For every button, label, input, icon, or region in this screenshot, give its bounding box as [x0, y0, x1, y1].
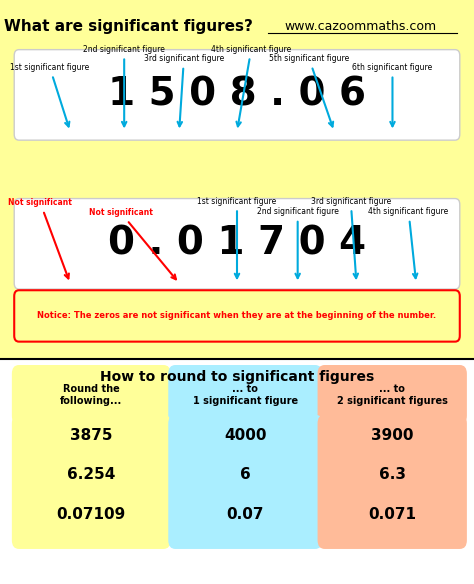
- FancyBboxPatch shape: [0, 0, 474, 359]
- Text: 1st significant figure: 1st significant figure: [197, 197, 277, 278]
- Text: 0.07: 0.07: [227, 507, 264, 522]
- Text: How to round to significant figures: How to round to significant figures: [100, 370, 374, 384]
- FancyBboxPatch shape: [14, 50, 460, 140]
- FancyBboxPatch shape: [0, 359, 474, 584]
- Text: ... to
1 significant figure: ... to 1 significant figure: [193, 384, 298, 405]
- Text: 3rd significant figure: 3rd significant figure: [310, 197, 391, 278]
- Text: Round the
following...: Round the following...: [60, 384, 122, 405]
- Text: 2nd significant figure: 2nd significant figure: [257, 207, 338, 278]
- Text: 6.254: 6.254: [67, 467, 116, 482]
- FancyBboxPatch shape: [318, 415, 467, 549]
- Text: 6th significant figure: 6th significant figure: [352, 63, 433, 126]
- Text: 3rd significant figure: 3rd significant figure: [144, 54, 224, 126]
- Text: Notice: The zeros are not significant when they are at the beginning of the numb: Notice: The zeros are not significant wh…: [37, 311, 437, 321]
- Text: 0.071: 0.071: [368, 507, 416, 522]
- Text: 0 . 0 1 7 0 4: 0 . 0 1 7 0 4: [108, 224, 366, 263]
- Text: Not significant: Not significant: [89, 208, 176, 279]
- Text: 1st significant figure: 1st significant figure: [10, 63, 90, 127]
- Text: Not significant: Not significant: [9, 199, 72, 279]
- Text: 3900: 3900: [371, 428, 413, 443]
- Text: 5th significant figure: 5th significant figure: [269, 54, 349, 127]
- Text: 4000: 4000: [224, 428, 266, 443]
- Text: www.cazoommaths.com: www.cazoommaths.com: [284, 20, 436, 33]
- Text: ... to
2 significant figures: ... to 2 significant figures: [337, 384, 447, 405]
- Text: 1 5 0 8 . 0 6: 1 5 0 8 . 0 6: [108, 75, 366, 114]
- FancyBboxPatch shape: [318, 365, 467, 425]
- FancyBboxPatch shape: [168, 365, 322, 425]
- Text: 3875: 3875: [70, 428, 112, 443]
- Text: 4th significant figure: 4th significant figure: [211, 45, 292, 126]
- FancyBboxPatch shape: [12, 365, 171, 425]
- Text: 2nd significant figure: 2nd significant figure: [83, 45, 165, 126]
- FancyBboxPatch shape: [14, 290, 460, 342]
- FancyBboxPatch shape: [12, 415, 171, 549]
- Text: What are significant figures?: What are significant figures?: [3, 19, 253, 34]
- FancyBboxPatch shape: [14, 199, 460, 289]
- Text: 4th significant figure: 4th significant figure: [368, 207, 449, 278]
- Text: 6: 6: [240, 467, 251, 482]
- Text: 0.07109: 0.07109: [56, 507, 126, 522]
- FancyBboxPatch shape: [168, 415, 322, 549]
- Text: 6.3: 6.3: [379, 467, 406, 482]
